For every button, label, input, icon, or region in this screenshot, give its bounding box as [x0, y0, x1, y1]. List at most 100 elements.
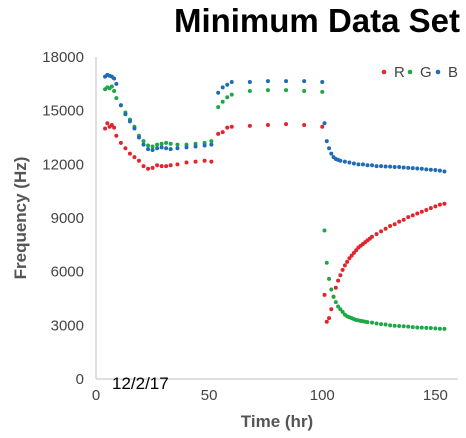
data-point-R [392, 222, 397, 227]
data-point-R [103, 126, 108, 131]
data-point-R [388, 224, 393, 229]
data-point-R [159, 164, 164, 169]
data-point-G [324, 260, 329, 265]
legend-marker [435, 69, 441, 75]
x-axis-title: Time (hr) [241, 412, 313, 431]
data-point-B [146, 147, 151, 152]
data-point-B [410, 166, 415, 171]
y-axis-title: Frequency (Hz) [11, 157, 30, 280]
legend-label: G [420, 64, 432, 81]
data-point-G [437, 326, 442, 331]
data-point-R [322, 292, 327, 297]
x-tick-label: 100 [310, 387, 335, 404]
data-point-B [141, 142, 146, 147]
data-point-B [383, 164, 388, 169]
data-point-B [419, 166, 424, 171]
data-point-G [168, 141, 173, 146]
data-point-R [118, 140, 123, 145]
data-point-R [168, 163, 173, 168]
data-point-B [324, 139, 329, 144]
data-point-B [159, 145, 164, 150]
data-point-R [155, 163, 160, 168]
data-point-R [351, 250, 356, 255]
data-point-R [150, 165, 155, 170]
data-point-G [175, 142, 180, 147]
data-point-R [340, 267, 345, 272]
data-point-R [354, 248, 359, 253]
y-tick-label: 3000 [51, 317, 84, 334]
data-point-R [410, 213, 415, 218]
data-point-G [392, 323, 397, 328]
legend-item-B: B [435, 64, 458, 81]
data-point-G [424, 325, 429, 330]
legend-item-R: R [381, 64, 405, 81]
data-point-R [401, 217, 406, 222]
data-point-G [146, 143, 151, 148]
data-point-G [442, 326, 447, 331]
data-point-G [336, 304, 341, 309]
data-point-R [397, 219, 402, 224]
data-point-G [397, 324, 402, 329]
data-point-G [365, 320, 370, 325]
y-tick-labels: 0 3000 6000 9000 12000 15000 18000 [42, 49, 84, 388]
data-point-G [340, 309, 345, 314]
data-point-B [168, 147, 173, 152]
data-point-B [220, 85, 225, 90]
data-point-R [184, 160, 189, 165]
data-point-R [220, 130, 225, 135]
x-tick-label: 0 [92, 387, 100, 404]
data-point-G [428, 326, 433, 331]
axes [95, 57, 458, 380]
data-point-B [229, 80, 234, 85]
data-point-R [146, 166, 151, 171]
data-point-R [284, 122, 289, 127]
data-point-B [112, 76, 117, 81]
data-point-R [437, 202, 442, 207]
data-point-B [392, 165, 397, 170]
data-point-G [338, 307, 343, 312]
data-point-B [424, 167, 429, 172]
data-point-B [302, 79, 307, 84]
data-point-G [379, 322, 384, 327]
data-point-R [114, 133, 119, 138]
legend-label: B [448, 64, 458, 81]
data-point-R [333, 285, 338, 290]
data-point-B [284, 79, 289, 84]
data-point-G [159, 141, 164, 146]
data-points [103, 72, 447, 331]
data-point-B [406, 165, 411, 170]
data-point-G [164, 140, 169, 145]
data-point-G [410, 325, 415, 330]
data-point-R [349, 253, 354, 258]
series-R [103, 121, 447, 324]
data-point-R [433, 204, 438, 209]
data-point-G [370, 320, 375, 325]
data-point-G [284, 88, 289, 93]
data-point-B [360, 162, 365, 167]
series-B [103, 72, 447, 174]
data-point-B [397, 165, 402, 170]
data-point-B [175, 146, 180, 151]
data-point-B [370, 163, 375, 168]
data-point-B [379, 164, 384, 169]
data-point-G [209, 139, 214, 144]
data-point-B [374, 164, 379, 169]
legend-label: R [394, 64, 405, 81]
data-point-G [322, 228, 327, 233]
data-point-B [327, 146, 332, 151]
data-point-R [338, 273, 343, 278]
y-tick-label: 0 [76, 371, 84, 388]
data-point-G [388, 323, 393, 328]
data-point-R [302, 122, 307, 127]
data-point-B [320, 80, 325, 85]
data-point-G [329, 287, 334, 292]
data-point-G [433, 326, 438, 331]
data-point-B [123, 112, 128, 117]
y-tick-label: 12000 [42, 156, 84, 173]
data-point-R [164, 164, 169, 169]
data-point-G [109, 84, 114, 89]
data-point-B [164, 146, 169, 151]
data-point-G [229, 92, 234, 97]
